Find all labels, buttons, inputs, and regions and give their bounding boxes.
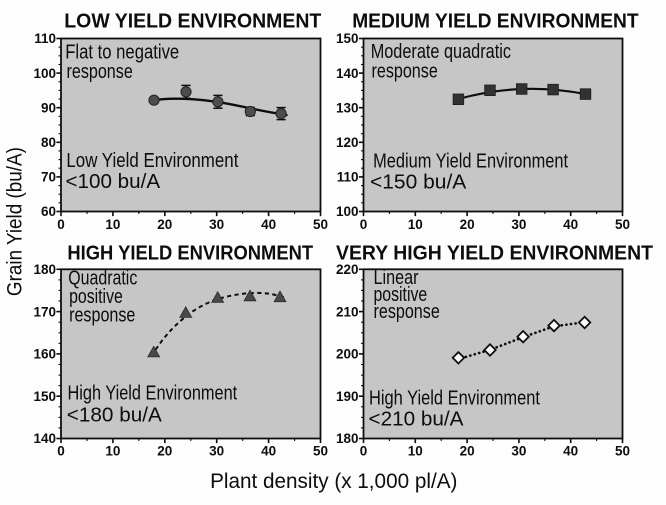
- svg-text:20: 20: [460, 444, 475, 459]
- svg-text:<150 bu/A: <150 bu/A: [370, 171, 467, 193]
- svg-text:20: 20: [157, 444, 172, 459]
- svg-text:40: 40: [563, 444, 578, 459]
- svg-text:response: response: [67, 61, 133, 83]
- svg-text:30: 30: [511, 217, 526, 232]
- svg-text:Quadratic: Quadratic: [68, 268, 137, 290]
- svg-text:<210 bu/A: <210 bu/A: [369, 409, 465, 431]
- svg-text:Moderate quadratic: Moderate quadratic: [371, 41, 511, 63]
- svg-text:High Yield Environment: High Yield Environment: [369, 388, 540, 410]
- svg-text:0: 0: [360, 444, 368, 459]
- svg-text:140: 140: [33, 431, 56, 446]
- svg-text:70: 70: [41, 170, 56, 185]
- svg-text:80: 80: [41, 135, 56, 150]
- svg-text:50: 50: [313, 217, 328, 232]
- svg-text:HIGH YIELD ENVIRONMENT: HIGH YIELD ENVIRONMENT: [67, 243, 313, 265]
- svg-text:120: 120: [336, 135, 359, 150]
- svg-text:High Yield Environment: High Yield Environment: [68, 383, 238, 405]
- svg-text:response: response: [374, 301, 440, 323]
- svg-text:Grain Yield (bu/A): Grain Yield (bu/A): [4, 147, 27, 296]
- svg-text:180: 180: [33, 262, 56, 277]
- svg-text:30: 30: [209, 444, 224, 459]
- svg-text:20: 20: [157, 217, 172, 232]
- svg-text:<100 bu/A: <100 bu/A: [66, 171, 161, 193]
- svg-text:Medium Yield Environment: Medium Yield Environment: [373, 150, 568, 172]
- svg-text:50: 50: [615, 444, 630, 459]
- svg-text:150: 150: [336, 31, 359, 46]
- svg-text:0: 0: [57, 217, 65, 232]
- svg-text:positive: positive: [374, 284, 428, 306]
- svg-text:30: 30: [209, 217, 224, 232]
- svg-text:Plant density (x 1,000 pl/A): Plant density (x 1,000 pl/A): [210, 469, 457, 493]
- svg-text:40: 40: [563, 217, 578, 232]
- svg-text:90: 90: [41, 100, 56, 115]
- svg-text:200: 200: [336, 347, 359, 362]
- svg-text:30: 30: [511, 444, 526, 459]
- svg-text:180: 180: [336, 431, 359, 446]
- svg-text:160: 160: [33, 347, 56, 362]
- svg-text:130: 130: [336, 100, 359, 115]
- svg-text:10: 10: [105, 444, 120, 459]
- svg-text:10: 10: [408, 217, 423, 232]
- svg-text:110: 110: [337, 170, 359, 185]
- svg-text:Flat to negative: Flat to negative: [65, 42, 179, 64]
- svg-text:Linear: Linear: [374, 267, 419, 289]
- svg-text:100: 100: [336, 204, 359, 219]
- svg-text:LOW YIELD ENVIRONMENT: LOW YIELD ENVIRONMENT: [64, 10, 321, 32]
- svg-text:VERY HIGH YIELD ENVIRONMENT: VERY HIGH YIELD ENVIRONMENT: [336, 243, 653, 265]
- svg-text:170: 170: [33, 304, 56, 319]
- svg-text:MEDIUM YIELD ENVIRONMENT: MEDIUM YIELD ENVIRONMENT: [352, 10, 638, 32]
- svg-text:Low Yield Environment: Low Yield Environment: [66, 150, 238, 172]
- svg-text:50: 50: [313, 444, 328, 459]
- svg-text:response: response: [372, 60, 438, 82]
- svg-text:positive: positive: [69, 286, 123, 308]
- svg-text:50: 50: [615, 217, 630, 232]
- svg-text:40: 40: [261, 217, 276, 232]
- svg-text:response: response: [69, 304, 135, 326]
- svg-text:20: 20: [460, 217, 475, 232]
- svg-text:190: 190: [336, 389, 359, 404]
- svg-text:10: 10: [408, 444, 423, 459]
- svg-text:<180 bu/A: <180 bu/A: [67, 404, 163, 426]
- svg-text:100: 100: [33, 66, 56, 81]
- svg-text:40: 40: [261, 444, 276, 459]
- svg-text:220: 220: [336, 262, 359, 277]
- svg-text:210: 210: [336, 304, 359, 319]
- svg-text:0: 0: [57, 444, 65, 459]
- svg-text:60: 60: [41, 204, 56, 219]
- svg-text:140: 140: [336, 66, 359, 81]
- svg-text:0: 0: [360, 217, 368, 232]
- svg-text:150: 150: [33, 389, 56, 404]
- svg-text:10: 10: [105, 217, 120, 232]
- svg-text:110: 110: [34, 31, 56, 46]
